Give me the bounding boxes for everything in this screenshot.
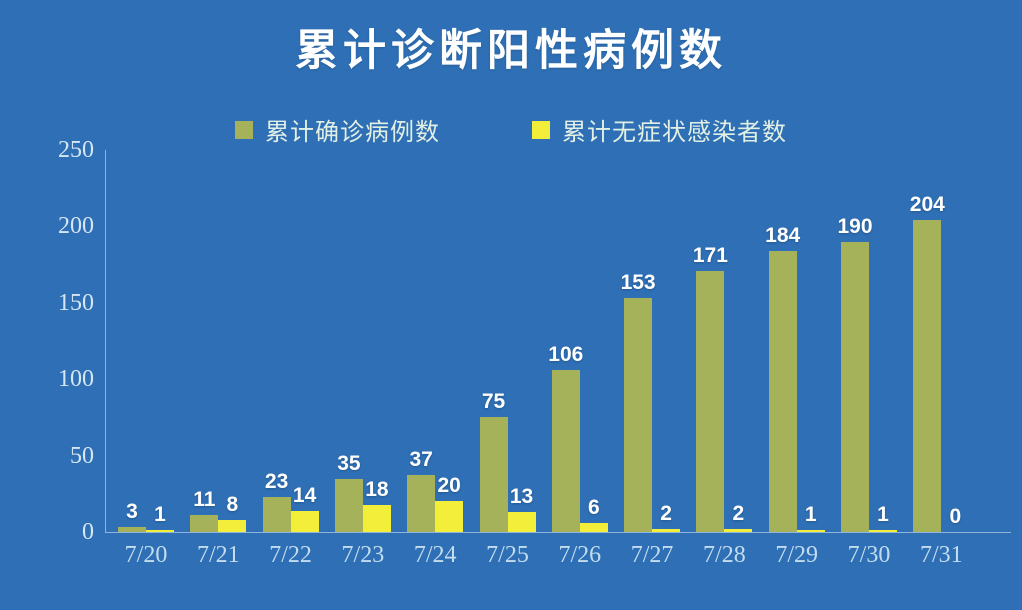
x-tick-label: 7/31 — [919, 542, 963, 568]
value-label-confirmed: 23 — [264, 469, 289, 493]
value-label-confirmed: 171 — [692, 243, 728, 267]
y-tick-label: 250 — [58, 137, 94, 163]
value-label-confirmed: 75 — [481, 390, 506, 414]
bar-asymptomatic — [579, 522, 608, 532]
value-label-asymptomatic: 1 — [804, 503, 817, 527]
value-label-asymptomatic: 1 — [154, 503, 166, 527]
value-label-asymptomatic: 18 — [365, 477, 389, 501]
value-label-confirmed: 35 — [337, 451, 361, 475]
plot-area: 3 1 7/20 11 8 7/21 23 14 7/22 35 18 7/23 37 20 7/24 75 1… — [105, 150, 1011, 568]
bar-asymptomatic — [724, 528, 753, 532]
value-label-confirmed: 204 — [909, 193, 945, 217]
bar-asymptomatic — [290, 510, 319, 532]
bar-confirmed — [913, 220, 942, 532]
value-label-asymptomatic: 6 — [587, 495, 600, 519]
bar-confirmed — [118, 527, 146, 532]
bar-confirmed — [190, 515, 219, 532]
bar-asymptomatic — [652, 528, 681, 532]
legend-label-asymptomatic: 累计无症状感染者数 — [562, 119, 787, 146]
value-label-confirmed: 106 — [548, 343, 584, 367]
value-label-confirmed: 153 — [620, 271, 656, 295]
legend-swatch-asymptomatic — [532, 120, 550, 139]
legend: 累计确诊病例数 累计无症状感染者数 — [0, 112, 1022, 147]
bar-confirmed — [334, 478, 363, 532]
x-tick-label: 7/24 — [413, 542, 457, 568]
bar-confirmed — [262, 496, 291, 532]
bar-confirmed — [407, 475, 436, 532]
value-label-confirmed: 11 — [193, 488, 216, 512]
x-tick-label: 7/23 — [341, 542, 385, 568]
x-tick-label: 7/25 — [486, 542, 529, 568]
bar-confirmed — [768, 250, 797, 532]
x-tick-label: 7/30 — [847, 542, 891, 568]
x-tick-label: 7/21 — [196, 542, 240, 568]
value-label-confirmed: 184 — [765, 223, 801, 247]
y-tick-label: 50 — [70, 442, 94, 469]
value-label-asymptomatic: 2 — [660, 501, 672, 525]
value-label-confirmed: 3 — [126, 500, 138, 524]
bar-asymptomatic — [507, 512, 536, 532]
value-label-confirmed: 190 — [837, 214, 873, 238]
x-tick-label: 7/26 — [558, 542, 602, 568]
value-label-asymptomatic: 1 — [877, 503, 889, 527]
value-label-asymptomatic: 20 — [437, 474, 461, 498]
bar-asymptomatic — [869, 530, 897, 532]
bar-asymptomatic — [435, 501, 464, 532]
y-tick-label: 200 — [58, 213, 94, 240]
x-tick-label: 7/28 — [703, 542, 746, 568]
x-tick-label: 7/20 — [124, 542, 168, 568]
y-tick-label: 100 — [58, 366, 94, 393]
bar-asymptomatic — [218, 519, 247, 532]
bar-confirmed — [479, 417, 508, 532]
bar-confirmed — [624, 298, 653, 532]
bar-confirmed — [551, 370, 580, 532]
bar-asymptomatic — [796, 530, 825, 532]
legend-item-confirmed: 累计确诊病例数 — [235, 112, 440, 147]
legend-item-asymptomatic: 累计无症状感染者数 — [532, 112, 787, 147]
bar-asymptomatic — [146, 530, 174, 532]
y-tick-label: 0 — [82, 519, 94, 545]
legend-label-confirmed: 累计确诊病例数 — [265, 119, 440, 146]
value-label-asymptomatic: 0 — [949, 505, 962, 528]
bar-confirmed — [696, 270, 725, 532]
x-tick-label: 7/27 — [630, 542, 674, 568]
value-label-confirmed: 37 — [409, 448, 433, 472]
value-label-asymptomatic: 14 — [292, 483, 317, 507]
x-tick-label: 7/22 — [269, 542, 312, 568]
value-label-asymptomatic: 13 — [509, 485, 534, 509]
legend-swatch-confirmed — [235, 120, 253, 139]
bar-asymptomatic — [362, 504, 391, 532]
value-label-asymptomatic: 8 — [226, 492, 239, 516]
bar-confirmed — [841, 241, 869, 532]
chart-title: 累计诊断阳性病例数 — [295, 27, 727, 75]
x-tick-label: 7/29 — [775, 542, 819, 568]
y-tick-label: 150 — [58, 289, 94, 316]
value-label-asymptomatic: 2 — [732, 501, 745, 525]
